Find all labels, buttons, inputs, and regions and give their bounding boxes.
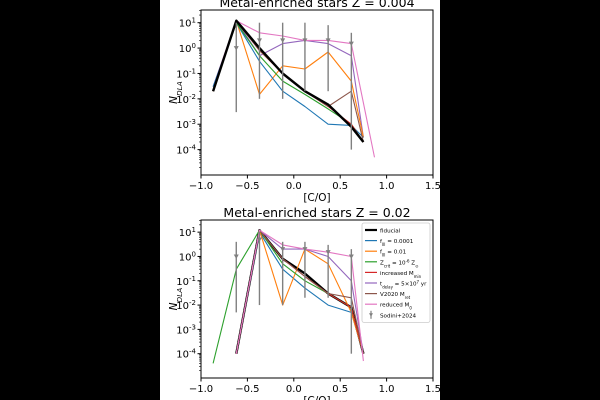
legend-label-8: reduced M0 xyxy=(380,303,412,311)
errorbar-marker xyxy=(233,46,239,51)
legend-label-9: Sodini+2024 xyxy=(380,313,417,319)
errorbar-marker xyxy=(348,41,354,47)
x-tick-label: 0.0 xyxy=(286,181,302,192)
axes-frame xyxy=(200,9,434,176)
y-tick-label: 10-3 xyxy=(176,323,196,336)
x-tick-label: −1.0 xyxy=(189,181,213,192)
x-tick-label: 0.5 xyxy=(332,384,348,395)
legend-label-7: V2020 Mret xyxy=(380,292,411,300)
x-axis-label: [C/O] xyxy=(303,395,330,400)
y-tick-label: 101 xyxy=(179,17,196,30)
legend-label-4: Zcrit = 10-6 Z⊙ xyxy=(380,258,418,268)
x-tick-label: −0.5 xyxy=(235,384,259,395)
axes-frame xyxy=(200,219,434,379)
series-line-2 xyxy=(212,20,376,158)
x-tick-label: 0.5 xyxy=(332,181,348,192)
legend-box xyxy=(361,222,431,323)
series-line-3 xyxy=(212,20,364,138)
y-tick-label: 10-1 xyxy=(176,275,196,288)
x-tick-label: 0.0 xyxy=(286,384,302,395)
y-tick-label: 100 xyxy=(179,250,196,263)
y-tick-label: 10-1 xyxy=(176,67,196,80)
errorbar-marker xyxy=(256,38,262,43)
errorbar-marker xyxy=(302,38,308,43)
errorbar-marker xyxy=(280,247,286,252)
legend-label-2: fIII = 0.0001 xyxy=(380,239,414,247)
errorbar-marker xyxy=(256,237,262,242)
x-tick-label: −0.5 xyxy=(235,181,259,192)
x-axis-label: [C/O] xyxy=(303,192,330,204)
plot-area xyxy=(212,228,365,364)
y-axis-label: NDLA xyxy=(168,81,184,104)
errorbar-marker xyxy=(325,250,331,255)
legend-errorbar-marker xyxy=(369,313,373,317)
series-line-8 xyxy=(211,19,365,143)
errorbar-marker xyxy=(233,254,239,259)
errorbar-marker xyxy=(302,247,308,252)
y-tick-label: 101 xyxy=(179,226,196,239)
chart-title: Metal-enriched stars Z = 0.004 xyxy=(219,0,414,10)
x-tick-label: 1.5 xyxy=(425,181,441,192)
figure-background xyxy=(160,0,440,400)
x-tick-label: −1.0 xyxy=(189,384,213,395)
errorbar-marker xyxy=(280,38,286,43)
y-tick-label: 10-2 xyxy=(176,93,196,106)
y-tick-label: 10-2 xyxy=(176,299,196,312)
y-tick-label: 10-4 xyxy=(176,348,196,361)
legend-label-5: increased Mmin xyxy=(380,271,422,279)
legend-label-6: tdelay = 5×107 yr xyxy=(380,279,427,289)
y-tick-label: 10-4 xyxy=(176,144,196,157)
y-tick-label: 100 xyxy=(179,42,196,55)
chart-title: Metal-enriched stars Z = 0.02 xyxy=(223,205,410,220)
plot-area xyxy=(211,19,376,158)
x-tick-label: 1.0 xyxy=(379,384,395,395)
errorbar-marker xyxy=(348,254,354,259)
legend-label-3: fIII = 0.01 xyxy=(380,250,407,258)
y-axis-label: NDLA xyxy=(168,288,184,311)
errorbar-marker xyxy=(325,38,331,43)
x-tick-label: 1.0 xyxy=(379,181,395,192)
y-tick-label: 10-3 xyxy=(176,118,196,131)
chart-2: Metal-enriched stars Z = 0.02 −1.0 −0.5 0.0… xyxy=(168,205,441,400)
chart-1: Metal-enriched stars Z = 0.004 −1.0 −0.5 0.… xyxy=(168,0,441,204)
legend-label-1: fiducial xyxy=(380,229,401,235)
x-tick-label: 1.5 xyxy=(425,384,441,395)
